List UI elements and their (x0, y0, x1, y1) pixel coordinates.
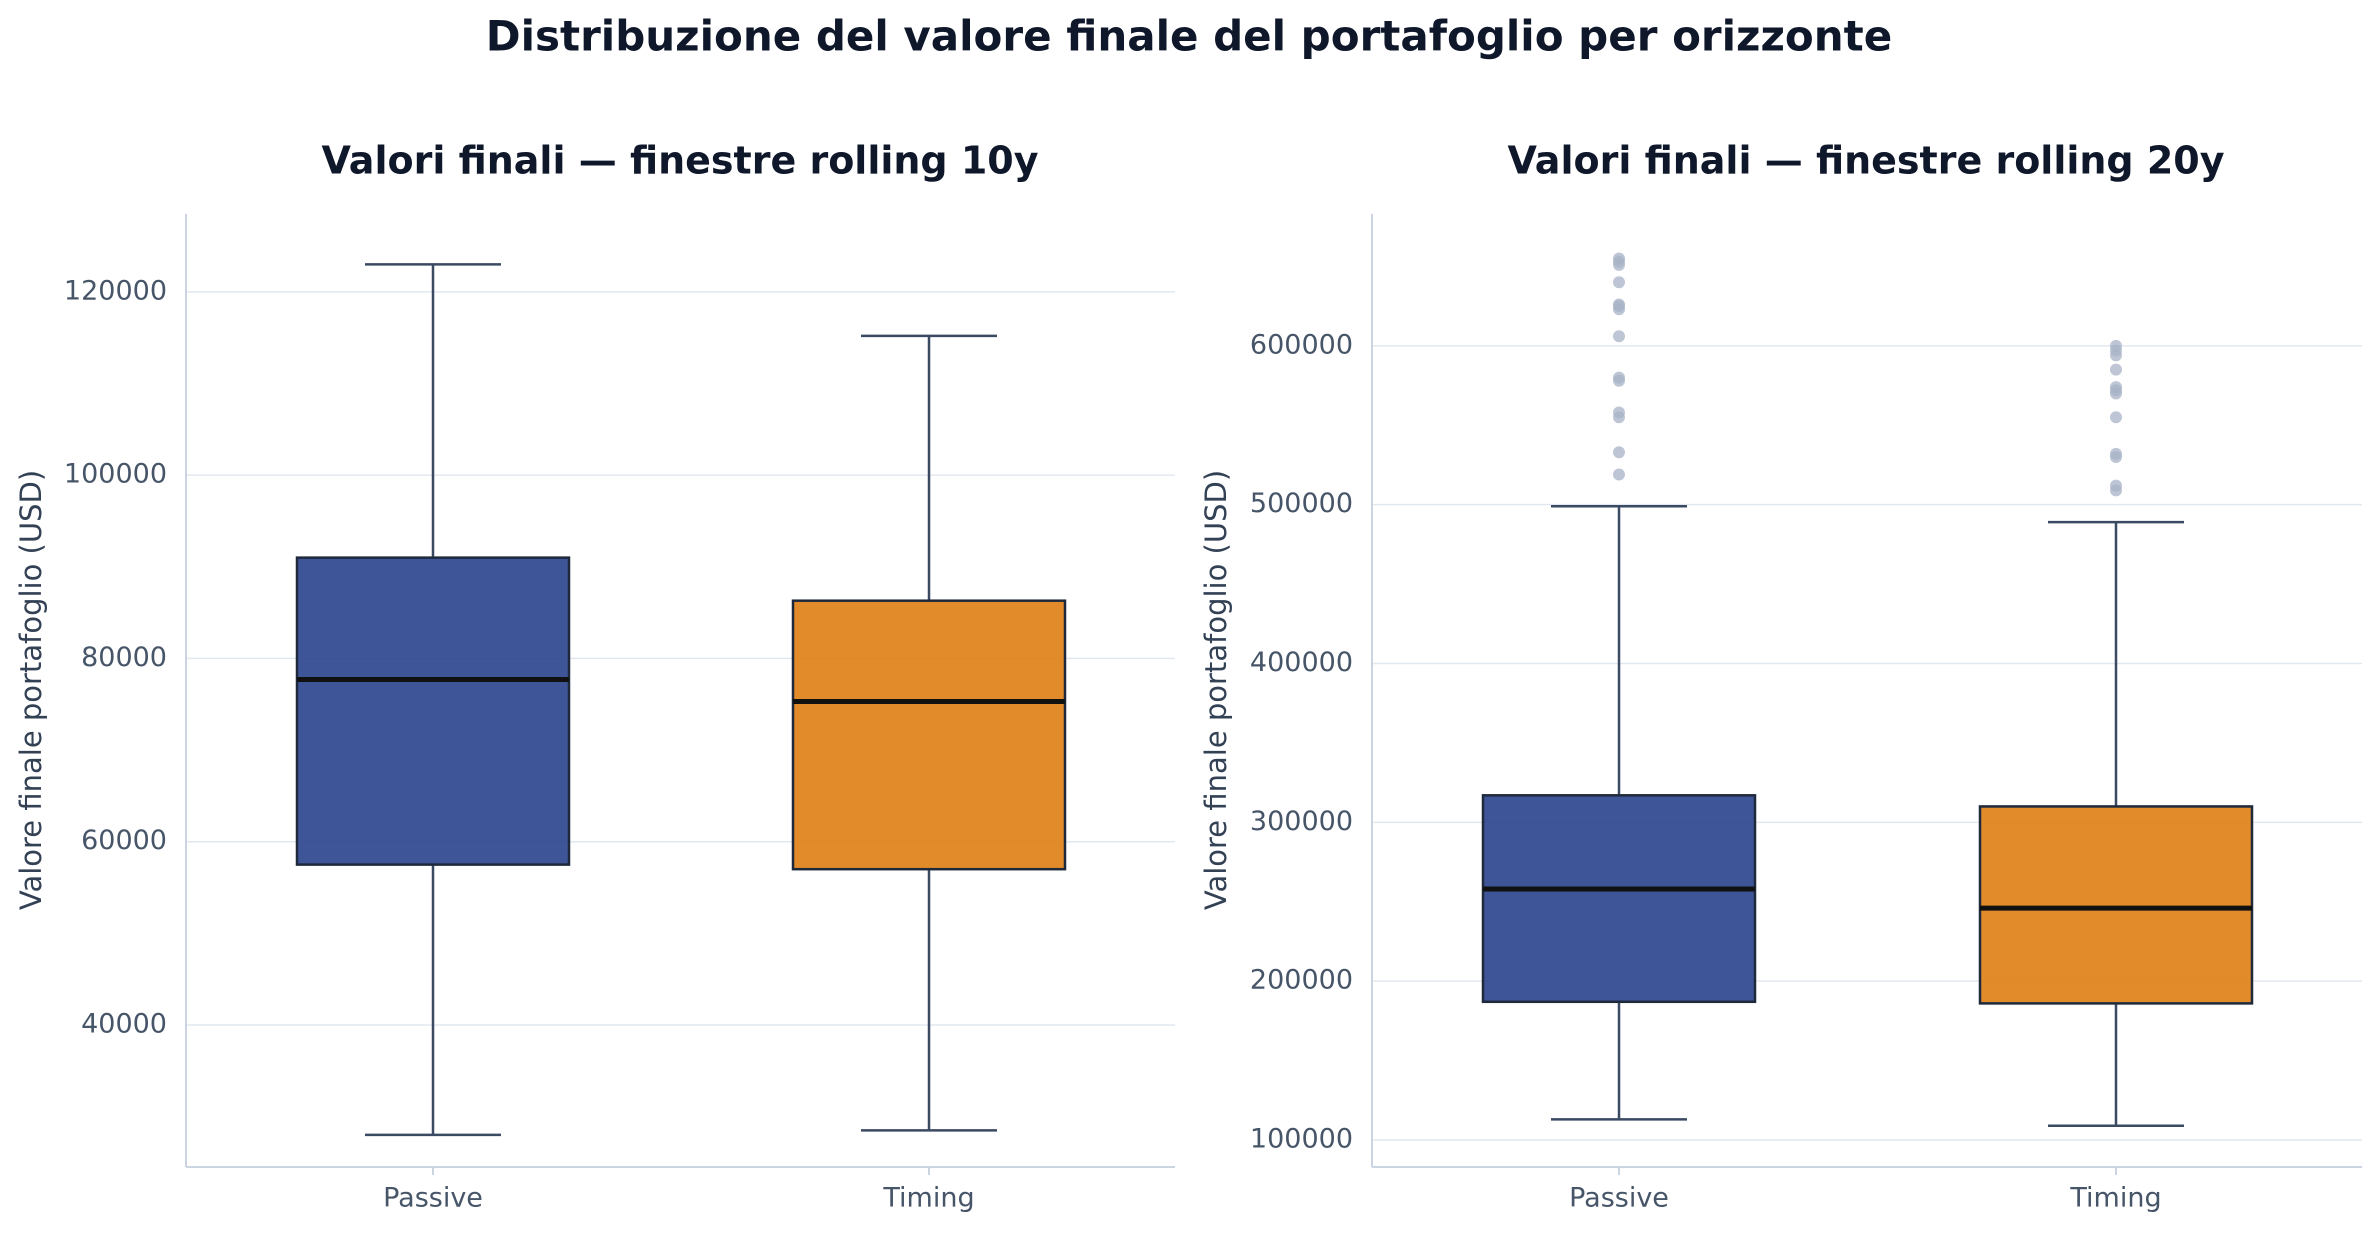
outlier-point (1613, 252, 1625, 265)
iqr-box (791, 599, 1067, 871)
outlier-point (1613, 406, 1625, 419)
y-tick-label: 400000 (1250, 647, 1353, 678)
y-tick-label: 40000 (81, 1008, 167, 1039)
x-tick-label-passive: Passive (383, 1183, 483, 1214)
x-tick-label-passive: Passive (1569, 1183, 1669, 1214)
outlier-point (1613, 468, 1625, 481)
y-tick-label: 600000 (1250, 329, 1353, 360)
plot-area-10y: 40000 60000 80000 100000 120000 Passive Timing (64, 214, 1175, 1214)
outlier-point (1613, 298, 1625, 311)
y-axis-label-10y: Valore finale portafoglio (USD) (14, 470, 48, 910)
iqr-box (1978, 805, 2254, 1005)
y-tick-label: 100000 (64, 459, 167, 490)
y-tick-label: 200000 (1250, 965, 1353, 996)
panel-title-20y: Valori finali — finestre rolling 20y (1507, 139, 2224, 183)
y-tick-label: 100000 (1250, 1123, 1353, 1154)
y-tick-label: 500000 (1250, 488, 1353, 519)
outlier-point (2110, 381, 2122, 394)
plot-area-20y: 100000 200000 300000 400000 500000 600000 Pass… (1250, 214, 2362, 1214)
box-passive-10y (295, 263, 571, 1137)
iqr-box (295, 556, 571, 866)
box-timing-20y (1978, 339, 2254, 1127)
panel-20y: Valori finali — finestre rolling 20y Val… (1199, 139, 2225, 911)
outlier-point (1613, 330, 1625, 343)
figure-title: Distribuzione del valore finale del port… (486, 12, 1893, 61)
outlier-point (1613, 371, 1625, 384)
outlier-point (2110, 411, 2122, 424)
x-tick-label-timing: Timing (2069, 1183, 2161, 1214)
box-passive-20y (1481, 252, 1757, 1121)
outlier-point (1613, 446, 1625, 459)
panel-title-10y: Valori finali — finestre rolling 10y (321, 139, 1038, 183)
outlier-point (1613, 276, 1625, 289)
panel-10y: Valori finali — finestre rolling 10y Val… (14, 139, 1039, 911)
x-tick-label-timing: Timing (882, 1183, 974, 1214)
outlier-point (2110, 447, 2122, 460)
y-tick-label: 80000 (81, 642, 167, 673)
outlier-point (2110, 479, 2122, 492)
outlier-point (2110, 339, 2122, 352)
y-tick-label: 300000 (1250, 806, 1353, 837)
y-tick-label: 120000 (64, 275, 167, 306)
iqr-box (1481, 794, 1757, 1004)
y-axis-label-20y: Valore finale portafoglio (USD) (1199, 470, 1233, 910)
outlier-point (2110, 363, 2122, 376)
box-timing-10y (791, 334, 1067, 1132)
y-tick-label: 60000 (81, 825, 167, 856)
